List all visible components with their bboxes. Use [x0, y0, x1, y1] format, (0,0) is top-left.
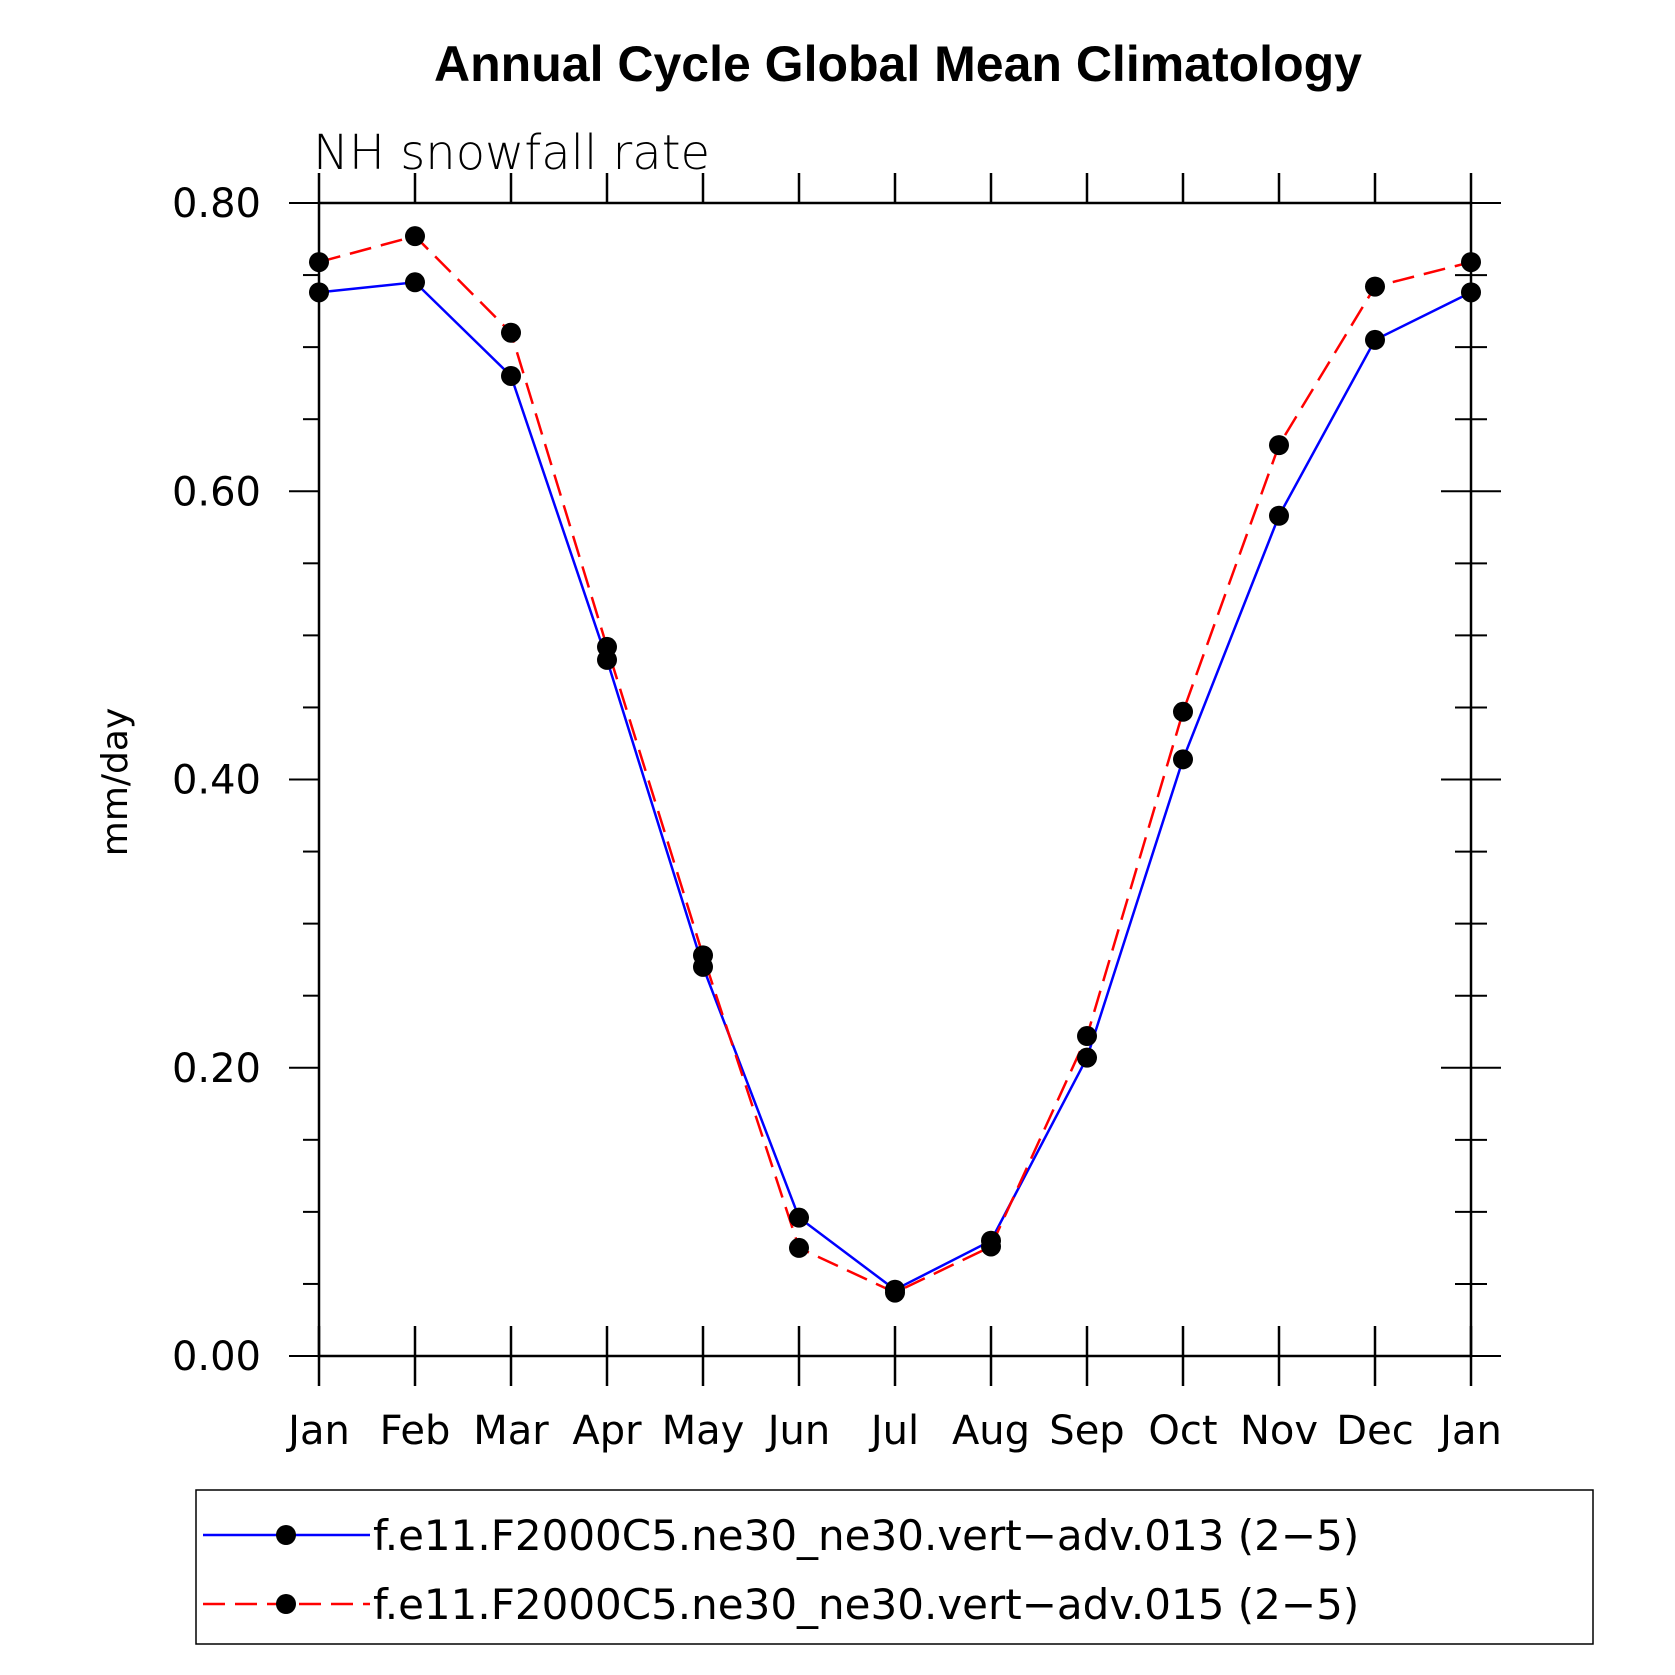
y-tick-label: 0.40: [172, 758, 261, 804]
series-2-point: [501, 322, 521, 343]
legend-box: [195, 1489, 1594, 1645]
legend-marker-2: [276, 1594, 296, 1614]
series-1-point: [309, 282, 329, 303]
series-points: [309, 226, 1481, 1303]
y-tick-label: 0.80: [172, 181, 261, 227]
x-tick-label: Sep: [1049, 1408, 1124, 1454]
series-2-point: [1077, 1026, 1097, 1047]
series-1-point: [1269, 505, 1289, 526]
series-2-point: [597, 636, 617, 657]
x-tick-label: Oct: [1148, 1408, 1217, 1454]
series-1-point: [405, 272, 425, 293]
x-tick-label: Jul: [868, 1408, 919, 1454]
y-tick-labels: 0.00 0.20 0.40 0.60 0.80: [172, 181, 261, 1380]
legend: f.e11.F2000C5.ne30_ne30.vert−adv.013 (2−…: [203, 1511, 1359, 1629]
series-2-point: [1365, 276, 1385, 297]
x-tick-label: Mar: [473, 1408, 549, 1454]
series-1-point: [789, 1207, 809, 1228]
series-1-point: [1173, 749, 1193, 770]
x-tick-label: Jan: [1437, 1408, 1502, 1454]
series-line-2: [318, 234, 1472, 1294]
y-tick-label: 0.20: [172, 1046, 261, 1092]
series-2-point: [1173, 701, 1193, 722]
x-tick-labels: Jan Feb Mar Apr May Jun Jul Aug Sep Oct Nov Dec Jan: [285, 1408, 1502, 1454]
x-tick-label: Dec: [1336, 1408, 1413, 1454]
series-line-1: [318, 280, 1472, 1292]
chart-title: Annual Cycle Global Mean Climatology: [434, 36, 1362, 92]
series-2-point: [1461, 252, 1481, 273]
x-tick-label: Nov: [1240, 1408, 1318, 1454]
axis-ticks: [289, 173, 1501, 1386]
series-2-point: [885, 1282, 905, 1303]
x-tick-label: Aug: [952, 1408, 1030, 1454]
series-2-point: [789, 1237, 809, 1258]
series-2-point: [405, 226, 425, 247]
x-tick-label: Jan: [285, 1408, 350, 1454]
x-tick-label: Feb: [380, 1408, 451, 1454]
series-lines: [318, 234, 1472, 1294]
series-2-point: [693, 945, 713, 966]
y-axis-label: mm/day: [95, 708, 136, 856]
y-tick-label: 0.60: [172, 469, 261, 515]
series-1-point: [1077, 1047, 1097, 1068]
x-tick-label: Apr: [572, 1408, 642, 1454]
x-tick-label: Jun: [765, 1408, 831, 1454]
series-2-point: [309, 252, 329, 273]
series-2-point: [1269, 435, 1289, 456]
plot-frame: [317, 201, 1473, 1358]
chart-subtitle: NH snowfall rate: [313, 125, 710, 181]
series-1-point: [1461, 282, 1481, 303]
y-tick-label: 0.00: [172, 1334, 261, 1380]
series-1-point: [501, 365, 521, 386]
legend-label-2: f.e11.F2000C5.ne30_ne30.vert−adv.015 (2−…: [373, 1580, 1359, 1629]
series-2-point: [981, 1236, 1001, 1257]
legend-marker-1: [276, 1525, 296, 1545]
x-tick-label: May: [662, 1408, 745, 1454]
series-1-point: [1365, 329, 1385, 350]
legend-label-1: f.e11.F2000C5.ne30_ne30.vert−adv.013 (2−…: [373, 1511, 1359, 1560]
